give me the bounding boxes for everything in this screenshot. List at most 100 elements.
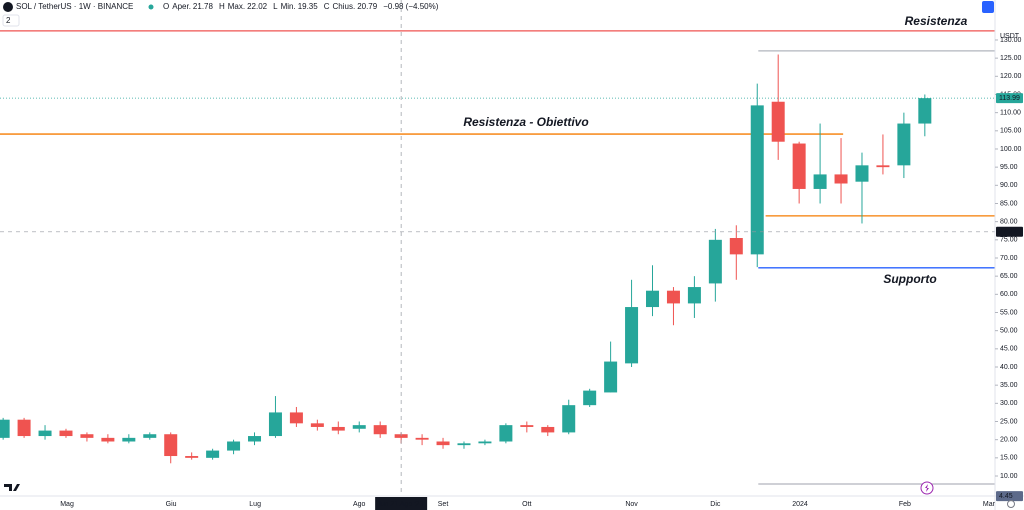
y-tick-label: 60.00 xyxy=(1000,291,1018,298)
candle-body xyxy=(122,437,136,442)
candle-body xyxy=(394,434,408,438)
candle-body xyxy=(541,426,555,433)
candle-body xyxy=(876,165,890,168)
candle-body xyxy=(750,105,764,255)
candle-body xyxy=(604,361,618,393)
candle-body xyxy=(478,441,492,444)
overlay xyxy=(0,0,995,496)
y-tick-label: 55.00 xyxy=(1000,309,1018,316)
x-tick-label: Nov xyxy=(625,501,638,508)
candle-body xyxy=(415,437,429,440)
y-tick-label: 85.00 xyxy=(1000,200,1018,207)
y-tick-label: 105.00 xyxy=(1000,128,1022,135)
level-label: Resistenza xyxy=(905,14,968,28)
candle-body xyxy=(289,412,303,424)
levels: Resistenza Resistenza - Obiettivo Supporto xyxy=(0,14,995,485)
candle-body xyxy=(101,437,115,442)
ohlc-name: Chius. xyxy=(333,2,356,11)
candle-body xyxy=(310,423,324,427)
currency[interactable]: USDT xyxy=(1000,33,1020,40)
ohlc-change: −0.98 (−4.50%) xyxy=(383,2,438,11)
crosshair-price-label: 77.21 xyxy=(999,229,1017,236)
candle-body xyxy=(59,430,73,437)
candle-body xyxy=(143,434,157,438)
ohlc-name: Min. xyxy=(281,2,296,11)
candle-body xyxy=(625,307,639,364)
y-tick-label: 30.00 xyxy=(1000,400,1018,407)
axes: 10.00 15.00 20.00 25.00 30.00 35.00 40.00 45.00… xyxy=(60,37,1023,510)
y-tick-label: 40.00 xyxy=(1000,364,1018,371)
candle-body xyxy=(436,441,450,446)
symbol-logo xyxy=(3,2,13,12)
y-tick-label: 50.00 xyxy=(1000,328,1018,335)
y-tick-label: 125.00 xyxy=(1000,55,1022,62)
ohlc-key: H xyxy=(219,2,225,11)
auto-scale-button[interactable] xyxy=(982,1,994,13)
ohlc-name: Aper. xyxy=(172,2,191,11)
candle-body xyxy=(227,441,241,451)
y-tick-label: 100.00 xyxy=(1000,146,1022,153)
settings-icon[interactable] xyxy=(1007,500,1015,508)
candle-body xyxy=(80,434,94,438)
low-marker-label: 4.45 xyxy=(999,493,1013,500)
last-price-tag xyxy=(996,93,1023,104)
ohlc-key: C xyxy=(324,2,330,11)
y-tick-label: 120.00 xyxy=(1000,73,1022,80)
candle-body xyxy=(331,426,345,431)
interval-count: 2 xyxy=(6,16,11,25)
candle-body xyxy=(373,425,387,435)
x-tick-label: Feb xyxy=(899,501,911,508)
y-tick-label: 35.00 xyxy=(1000,382,1018,389)
candle-body xyxy=(499,425,513,442)
y-tick-label: 90.00 xyxy=(1000,182,1018,189)
y-tick-label: 45.00 xyxy=(1000,346,1018,353)
crosshair-time-label: lun 21 Ago '23 xyxy=(379,501,423,508)
collapse-button[interactable] xyxy=(2,14,20,27)
x-tick-label: Ago xyxy=(353,501,366,508)
y-tick-label: 75.00 xyxy=(1000,237,1018,244)
y-tick-label: 130.00 xyxy=(1000,37,1022,44)
candle-body xyxy=(562,405,576,433)
last-price-label: 113.99 xyxy=(999,95,1020,102)
events-bolt xyxy=(925,484,929,492)
y-tick-label: 65.00 xyxy=(1000,273,1018,280)
candle-body xyxy=(897,123,911,166)
candle-body xyxy=(520,425,534,427)
crosshair-price-tag xyxy=(996,226,1023,237)
x-tick-label: 2024 xyxy=(792,501,808,508)
candle-body xyxy=(164,434,178,457)
y-tick-label: 10.00 xyxy=(1000,473,1018,480)
y-tick-label: 80.00 xyxy=(1000,218,1018,225)
y-tick-label: 15.00 xyxy=(1000,455,1018,462)
candle-body xyxy=(855,165,869,182)
symbol: SOL / TetherUS · 1W · BINANCE xyxy=(16,2,133,11)
candles xyxy=(0,54,932,464)
candle-body xyxy=(352,425,366,429)
ohlc-value: 20.79 xyxy=(357,2,378,11)
candle-body xyxy=(268,412,282,437)
candle-body xyxy=(583,390,597,406)
candle-body xyxy=(771,101,785,142)
ohlc-key: L xyxy=(273,2,278,11)
y-tick-label: 25.00 xyxy=(1000,418,1018,425)
candle-body xyxy=(646,290,660,308)
ohlc-name: Max. xyxy=(228,2,245,11)
candle-body xyxy=(687,287,701,304)
candle-body xyxy=(918,98,932,124)
candle-body xyxy=(17,419,31,437)
tv-logo xyxy=(4,484,20,491)
y-tick-label: 70.00 xyxy=(1000,255,1018,262)
level-label: Resistenza - Obiettivo xyxy=(463,115,588,129)
candle-body xyxy=(185,456,199,458)
candle-body xyxy=(813,174,827,189)
ohlc-legend: O Aper. 21.78 H Max. 22.02 L Min. 19.35 C Chius. 20… xyxy=(163,2,439,11)
candle-body xyxy=(457,443,471,446)
x-tick-label: Set xyxy=(438,501,449,508)
ohlc-key: O xyxy=(163,2,169,11)
events-icon[interactable] xyxy=(920,481,934,495)
candle-body xyxy=(248,436,262,442)
candle-body xyxy=(834,174,848,184)
x-tick-label: Giu xyxy=(166,501,177,508)
